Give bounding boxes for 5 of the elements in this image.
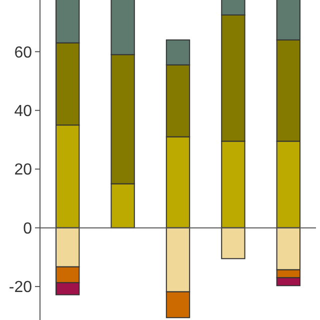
y-tick-label: 0	[23, 220, 32, 238]
y-tick-label: -20	[8, 279, 32, 296]
y-tick-label: 20	[14, 162, 32, 179]
y-tick-label: 40	[14, 102, 32, 120]
y-tick-label: 60	[14, 44, 32, 62]
